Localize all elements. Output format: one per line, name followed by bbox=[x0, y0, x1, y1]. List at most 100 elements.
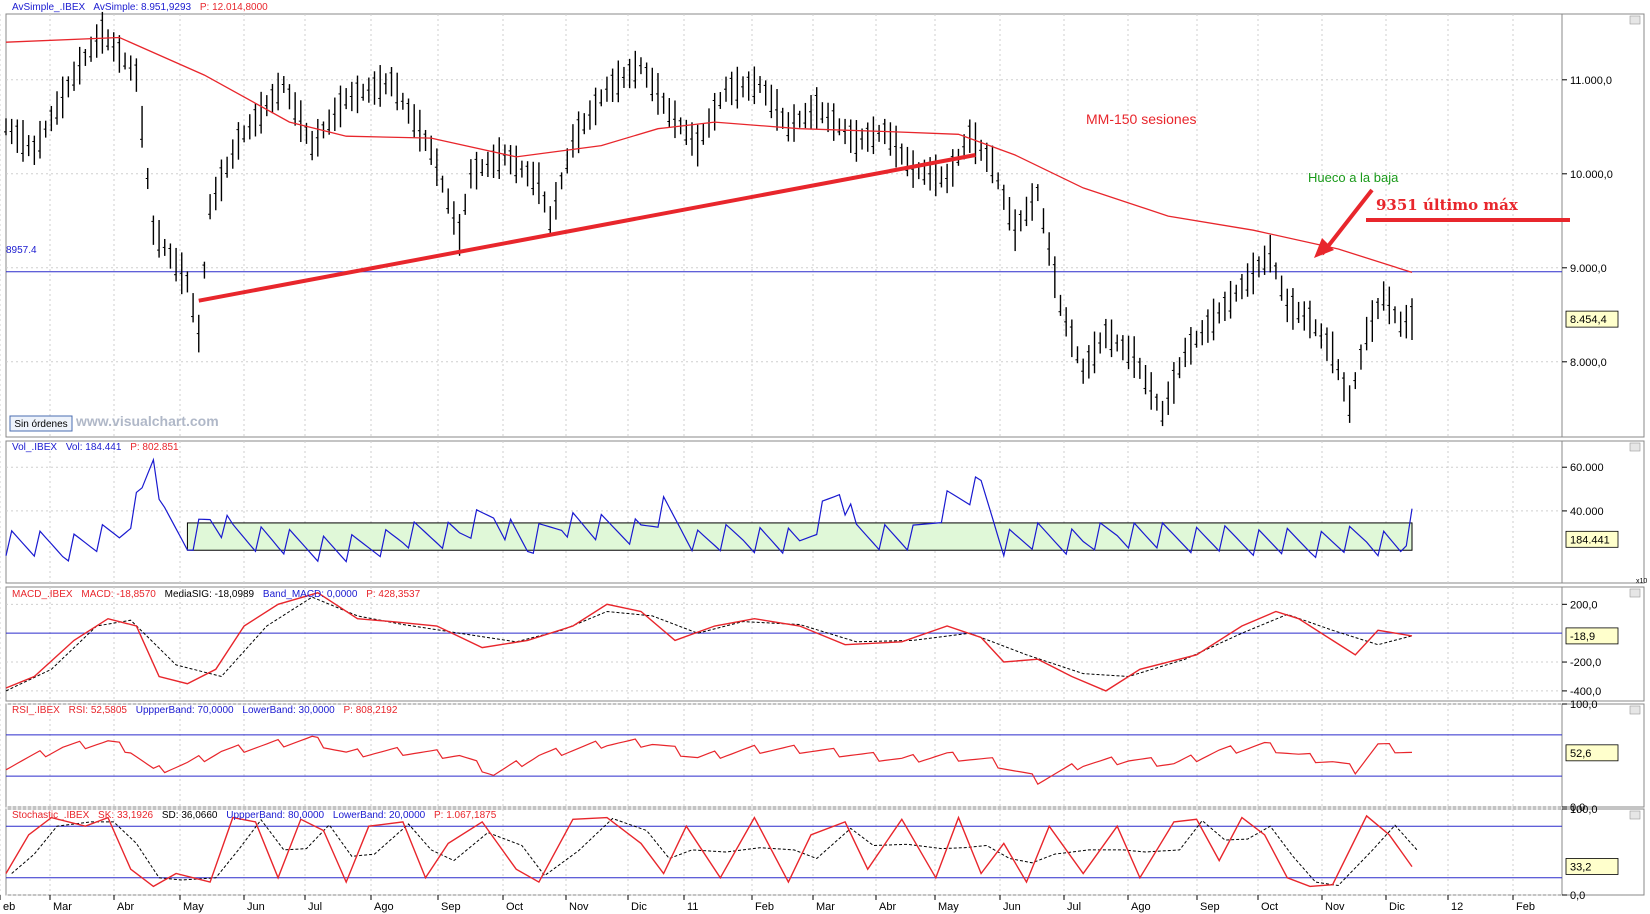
x-tick-label: Sep bbox=[441, 901, 461, 913]
trendline bbox=[198, 153, 976, 303]
y-tick-label: 40.000 bbox=[1570, 506, 1604, 518]
stoch-sk-line bbox=[5, 814, 1413, 888]
panel-close-icon bbox=[1629, 588, 1641, 598]
stoch-header-sd: SD: 36,0660 bbox=[162, 810, 218, 821]
x-tick-label: Jun bbox=[247, 901, 265, 913]
macd-line bbox=[5, 592, 1413, 692]
moving-average-line bbox=[5, 36, 1413, 274]
macd-header-p: P: 428,3537 bbox=[366, 589, 420, 600]
x-tick-label: Mar bbox=[816, 901, 835, 913]
x-tick-label: May bbox=[183, 901, 204, 913]
sin-ordenes-button[interactable]: Sin órdenes bbox=[9, 415, 73, 432]
annotation-arrow-shaft bbox=[1320, 188, 1374, 256]
macd-header-macd: MACD: -18,8570 bbox=[81, 589, 156, 600]
y-tick-label: 8.000,0 bbox=[1570, 357, 1607, 369]
volume-header-name: Vol_.IBEX bbox=[12, 442, 57, 453]
price-header: AvSimple_.IBEX AvSimple: 8.951,9293 P: 1… bbox=[12, 2, 268, 13]
y-tick-label: 60.000 bbox=[1570, 462, 1604, 474]
chart-grid bbox=[0, 14, 1562, 896]
volume-header-vol: Vol: 184.441 bbox=[66, 442, 122, 453]
rsi-header: RSI_.IBEX RSI: 52,5805 UppperBand: 70,00… bbox=[12, 705, 398, 716]
price-header-name: AvSimple_.IBEX bbox=[12, 2, 86, 13]
axis-frame bbox=[1561, 440, 1645, 584]
price-header-ma: AvSimple: 8.951,9293 bbox=[93, 2, 191, 13]
annotation-hueco: Hueco a la baja bbox=[1308, 170, 1399, 185]
x-tick-label: Feb bbox=[755, 901, 774, 913]
last-value-label: 33,2 bbox=[1570, 861, 1591, 873]
sin-ordenes-label: Sin órdenes bbox=[14, 419, 67, 430]
macd-header-name: MACD_.IBEX bbox=[12, 589, 73, 600]
x-tick-label: May bbox=[938, 901, 959, 913]
panel-frame bbox=[5, 440, 1563, 584]
x-tick-label: Mar bbox=[53, 901, 72, 913]
x-tick-label: Dic bbox=[1389, 901, 1405, 913]
hline-label: 8957.4 bbox=[6, 245, 37, 256]
annotation-ultimo-max: 9351 último máx bbox=[1376, 196, 1519, 214]
last-value-label: -18,9 bbox=[1570, 631, 1595, 643]
macd-header: MACD_.IBEX MACD: -18,8570 MediaSIG: -18,… bbox=[12, 589, 421, 600]
panel-close-icon bbox=[1629, 15, 1641, 25]
last-value-box bbox=[1565, 310, 1619, 328]
stoch-header-p: P: 1.067,1875 bbox=[434, 810, 497, 821]
price-header-p: P: 12.014,8000 bbox=[200, 2, 268, 13]
axis-frame bbox=[1561, 13, 1645, 438]
y-tick-label: 10.000,0 bbox=[1570, 169, 1613, 181]
x-tick-label: Oct bbox=[1261, 901, 1278, 913]
volume-header-p: P: 802.851 bbox=[130, 442, 179, 453]
last-value-box bbox=[1565, 858, 1619, 875]
x-tick-label: Jul bbox=[308, 901, 322, 913]
x-tick-label: Nov bbox=[1325, 901, 1345, 913]
chart-marks: eb Mar Abr May Jun Jul Ago Sep Oct Nov Dic 11 Feb Mar… bbox=[0, 11, 1619, 913]
x-tick-label: Dic bbox=[631, 901, 647, 913]
x-tick-label: Nov bbox=[569, 901, 589, 913]
x-tick-label: Ago bbox=[1131, 901, 1151, 913]
rsi-header-upper: UppperBand: 70,0000 bbox=[136, 705, 234, 716]
x-tick-label: Jun bbox=[1003, 901, 1021, 913]
x-tick-label: Abr bbox=[879, 901, 896, 913]
y-tick-label: 0,0 bbox=[1570, 802, 1585, 814]
y-tick-label: 9.000,0 bbox=[1570, 263, 1607, 275]
x-tick-label: Feb bbox=[1516, 901, 1535, 913]
last-value-box bbox=[1565, 744, 1619, 762]
panel-frame bbox=[5, 13, 1563, 438]
y-tick-label: 0,0 bbox=[1570, 890, 1585, 902]
x-tick-label: 12 bbox=[1451, 901, 1463, 913]
rsi-header-rsi: RSI: 52,5805 bbox=[69, 705, 128, 716]
macd-header-band: Band_MACD: 0,0000 bbox=[263, 589, 358, 600]
panel-frame bbox=[5, 703, 1563, 808]
last-value-label: 52,6 bbox=[1570, 748, 1591, 760]
stoch-header-name: Stochastic_.IBEX bbox=[12, 810, 90, 821]
watermark-text: www.visualchart.com bbox=[75, 413, 219, 429]
stoch-sd-line bbox=[11, 817, 1419, 887]
x-tick-label: 11 bbox=[687, 901, 698, 913]
x-tick-label: Oct bbox=[506, 901, 523, 913]
rsi-header-lower: LowerBand: 30,0000 bbox=[242, 705, 335, 716]
stoch-header-sk: SK: 33,1926 bbox=[98, 810, 153, 821]
stoch-header-lower: LowerBand: 20,0000 bbox=[333, 810, 426, 821]
annotation-mm150: MM-150 sesiones bbox=[1086, 111, 1197, 127]
chart-frames bbox=[5, 13, 1645, 896]
rsi-header-p: P: 808,2192 bbox=[343, 705, 397, 716]
y-tick-label: 100,0 bbox=[1570, 699, 1598, 711]
macd-header-signal: MediaSIG: -18,0989 bbox=[165, 589, 255, 600]
rsi-line bbox=[5, 735, 1413, 786]
y-tick-label: 11.000,0 bbox=[1570, 75, 1612, 87]
y-tick-label: -400,0 bbox=[1570, 686, 1601, 698]
x-tick-label: Jul bbox=[1067, 901, 1081, 913]
last-value-box bbox=[1565, 530, 1619, 548]
stoch-header: Stochastic_.IBEX SK: 33,1926 SD: 36,0660… bbox=[12, 810, 497, 821]
x-tick-label: Sep bbox=[1200, 901, 1220, 913]
annotation-arrow-head bbox=[1314, 238, 1334, 258]
x-tick-label: eb bbox=[3, 901, 15, 913]
volume-scale-label: x10 bbox=[1636, 578, 1647, 585]
y-tick-label: 200,0 bbox=[1570, 599, 1598, 611]
x-tick-label: Abr bbox=[117, 901, 134, 913]
last-value-box bbox=[1565, 627, 1619, 645]
axis-frame bbox=[1561, 808, 1645, 896]
last-value-label: 8.454,4 bbox=[1570, 314, 1607, 326]
x-tick-label: Ago bbox=[374, 901, 394, 913]
rsi-header-name: RSI_.IBEX bbox=[12, 705, 60, 716]
panel-close-icon bbox=[1629, 442, 1641, 452]
last-value-label: 184.441 bbox=[1570, 534, 1610, 546]
